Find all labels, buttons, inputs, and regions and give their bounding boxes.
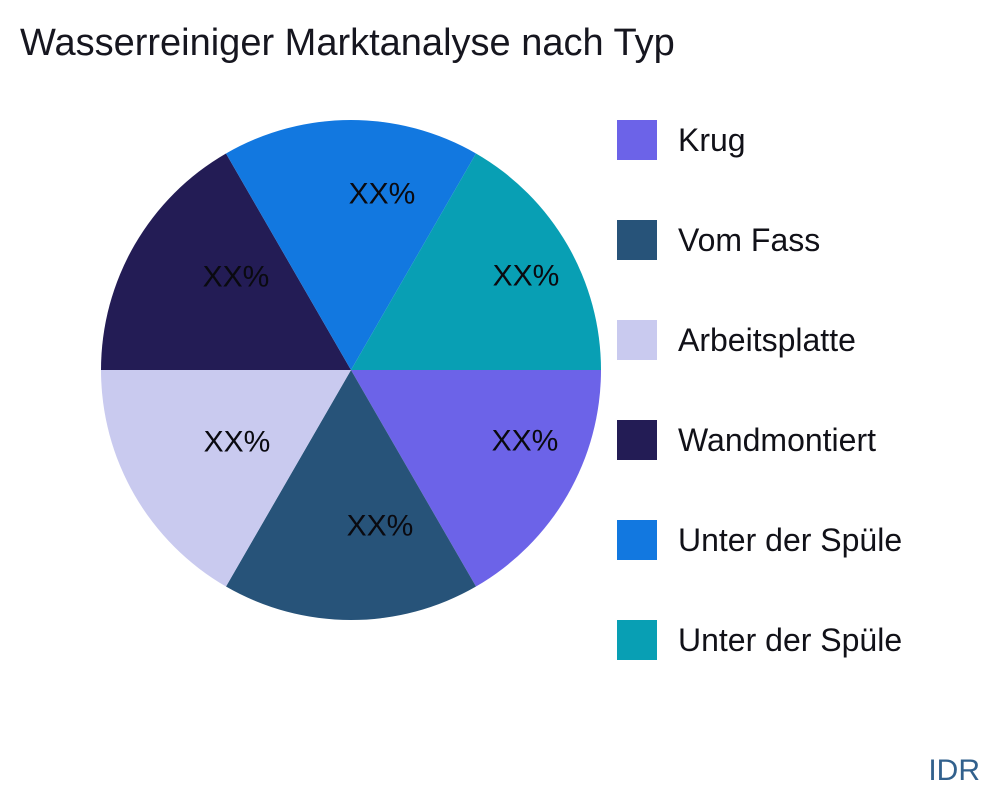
legend-swatch-arbeitsplatte bbox=[617, 320, 657, 360]
legend-label: Unter der Spüle bbox=[678, 521, 903, 558]
pie-slice-wandmontiert bbox=[101, 153, 351, 370]
legend-swatch-wandmontiert bbox=[617, 420, 657, 460]
legend-item-wandmontiert: Wandmontiert bbox=[617, 420, 902, 460]
chart-title: Wasserreiniger Marktanalyse nach Typ bbox=[20, 22, 675, 64]
pie-slice-arbeitsplatte bbox=[101, 370, 351, 587]
pie-slice-unter-der-spuele-1 bbox=[226, 120, 476, 370]
legend-swatch-unter-der-spuele-1 bbox=[617, 520, 657, 560]
pie-slice-krug bbox=[351, 370, 601, 587]
legend-swatch-vom-fass bbox=[617, 220, 657, 260]
legend-label: Wandmontiert bbox=[678, 421, 876, 458]
pie-slice-value-unter-der-spuele-2: XX% bbox=[493, 260, 560, 293]
legend-item-krug: Krug bbox=[617, 120, 902, 160]
idr-brand-text: IDR bbox=[928, 754, 980, 787]
legend-label: Vom Fass bbox=[678, 221, 821, 258]
pie-slice-unter-der-spuele-2 bbox=[351, 153, 601, 370]
legend-item-unter-der-spuele-1: Unter der Spüle bbox=[617, 520, 902, 560]
legend-swatch-krug bbox=[617, 120, 657, 160]
pie-slice-vom-fass bbox=[226, 370, 476, 620]
legend-item-arbeitsplatte: Arbeitsplatte bbox=[617, 320, 902, 360]
pie-slice-value-vom-fass: XX% bbox=[347, 510, 414, 543]
legend-swatch-unter-der-spuele-2 bbox=[617, 620, 657, 660]
pie-slice-value-krug: XX% bbox=[492, 425, 559, 458]
pie-slice-value-unter-der-spuele-1: XX% bbox=[349, 178, 416, 211]
legend-item-unter-der-spuele-2: Unter der Spüle bbox=[617, 620, 902, 660]
pie-slice-value-arbeitsplatte: XX% bbox=[204, 426, 271, 459]
legend-label: Arbeitsplatte bbox=[678, 321, 856, 358]
legend-label: Krug bbox=[678, 121, 746, 158]
pie-slice-value-wandmontiert: XX% bbox=[203, 261, 270, 294]
legend-label: Unter der Spüle bbox=[678, 621, 903, 658]
legend: Krug Vom Fass Arbeitsplatte Wandmontiert… bbox=[617, 120, 902, 660]
legend-item-vom-fass: Vom Fass bbox=[617, 220, 902, 260]
